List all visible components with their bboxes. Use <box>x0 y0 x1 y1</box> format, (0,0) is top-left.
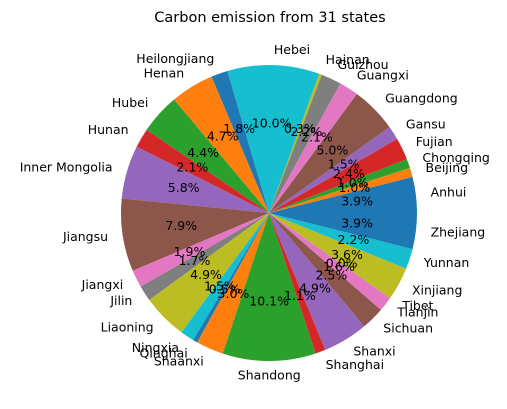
slice-label-shandong: Shandong <box>238 367 301 382</box>
pie-slice-henan <box>174 76 269 213</box>
pie-slice-hebei <box>227 65 320 213</box>
slice-label-sichuan: Sichuan <box>383 320 433 335</box>
pie-slice-hainan <box>269 73 322 213</box>
pie-slices <box>121 65 417 361</box>
slice-percent-tibet: 0.0% <box>326 256 358 271</box>
pie-slice-jiangxi <box>132 213 269 287</box>
slice-label-fujian: Fujian <box>416 134 453 149</box>
slice-percent-beijing: 1.0% <box>339 180 371 195</box>
pie-slice-heilongjiang <box>211 71 269 213</box>
pie-slice-chongqing <box>269 159 410 213</box>
slice-percent-hebei: 10.0% <box>252 116 292 131</box>
pie-slice-sichuan <box>269 213 381 327</box>
chart-title: Carbon emission from 31 states <box>154 10 385 26</box>
slice-percent-anhui: 3.9% <box>341 194 373 209</box>
slice-percent-shanxi: 4.9% <box>299 280 331 295</box>
pie-slice-tianjin <box>269 213 391 310</box>
slice-label-tibet: Tibet <box>401 298 433 313</box>
slice-percent-jiangsu: 7.9% <box>165 218 197 233</box>
slice-percent-fujian: 2.4% <box>333 166 365 181</box>
pie-slice-shaanxi <box>197 213 269 354</box>
slice-label-shaanxi: Shaanxi <box>154 354 204 369</box>
slice-label-xinjiang: Xinjiang <box>412 282 462 297</box>
slice-percent-shandong: 10.1% <box>249 293 289 308</box>
slice-label-guangxi: Guangxi <box>357 67 409 82</box>
slice-percent-henan: 4.7% <box>207 129 239 144</box>
pie-slice-shanghai <box>269 213 326 354</box>
pie-slice-shanxi <box>269 213 365 350</box>
pie-slice-ningxia <box>181 213 269 341</box>
slice-label-tianjin: Tianjin <box>396 305 438 320</box>
pie-slice-beijing <box>269 167 413 213</box>
slice-label-jiangxi: Jiangxi <box>81 277 124 292</box>
slice-percent-zhejiang: 3.9% <box>341 215 373 230</box>
pie-slice-qinghai <box>193 213 269 343</box>
slice-label-hainan: Hainan <box>326 52 370 67</box>
slice-percent-sichuan: 2.5% <box>315 268 347 283</box>
pie-slice-jilin <box>140 213 269 300</box>
slice-percent-inner-mongolia: 5.8% <box>168 180 200 195</box>
slice-label-qinghai: Qinghai <box>140 346 188 361</box>
slice-percent-guangxi: 2.1% <box>301 130 333 145</box>
slice-percent-heilongjiang: 1.8% <box>223 121 255 136</box>
slice-label-ningxia: Ningxia <box>132 340 179 355</box>
slice-percent-liaoning: 4.9% <box>190 267 222 282</box>
slice-label-guizhou: Guizhou <box>337 57 388 72</box>
pie-slice-fujian <box>269 138 407 213</box>
slice-percent-chongqing: 1.0% <box>337 175 369 190</box>
pie-slice-anhui <box>269 176 417 213</box>
slice-label-hunan: Hunan <box>88 122 129 137</box>
pie-slice-jiangsu <box>121 198 269 271</box>
slice-percent-jiangxi: 1.9% <box>174 244 206 259</box>
slice-percent-guangdong: 5.0% <box>316 142 348 157</box>
slice-label-anhui: Anhui <box>431 185 467 200</box>
slice-percent-jilin: 1.7% <box>179 253 211 268</box>
slice-label-beijing: Beijing <box>426 160 469 175</box>
slice-label-gansu: Gansu <box>406 116 446 131</box>
slice-percent-yunnan: 2.2% <box>338 232 370 247</box>
slice-label-hebei: Hebei <box>274 42 310 57</box>
pie-slice-guangxi <box>269 83 357 213</box>
slice-label-zhejiang: Zhejiang <box>431 224 486 239</box>
slice-percent-qinghai: 0.5% <box>209 281 241 296</box>
pie-slice-gansu <box>269 127 398 213</box>
pie-slice-hunan <box>136 129 269 213</box>
slice-percent-hubei: 4.4% <box>187 145 219 160</box>
pie-slice-shandong <box>222 213 316 361</box>
slice-percent-hunan: 2.1% <box>177 160 209 175</box>
pie-slice-zhejiang <box>269 213 417 250</box>
pie-slice-guangdong <box>269 93 390 213</box>
slice-label-guangdong: Guangdong <box>385 90 458 105</box>
slice-percent-tianjin: 1.6% <box>323 259 355 274</box>
slice-percent-ningxia: 1.5% <box>204 278 236 293</box>
slice-label-jiangsu: Jiangsu <box>62 229 108 244</box>
slice-percent-shanghai: 1.1% <box>284 288 316 303</box>
pie-slice-yunnan <box>269 213 413 269</box>
pie-slice-inner-mongolia <box>121 146 269 213</box>
slice-label-chongqing: Chongqing <box>422 150 489 165</box>
slice-percent-shaanxi: 3.0% <box>218 286 250 301</box>
slice-percent-hainan: 0.3% <box>284 121 316 136</box>
slice-label-hubei: Hubei <box>112 95 148 110</box>
slice-percent-xinjiang: 3.6% <box>331 247 363 262</box>
slice-label-shanghai: Shanghai <box>326 357 384 372</box>
slice-percent-gansu: 1.5% <box>328 156 360 171</box>
slice-percent-guizhou: 2.2% <box>290 124 322 139</box>
slice-label-shanxi: Shanxi <box>353 344 395 359</box>
slice-label-inner-mongolia: Inner Mongolia <box>20 159 113 174</box>
pie-slice-liaoning <box>149 213 269 333</box>
slice-label-henan: Henan <box>144 66 185 81</box>
pie-percent-labels: 3.9%1.0%1.0%2.4%1.5%5.0%2.1%2.2%0.3%10.0… <box>165 116 373 309</box>
slice-label-heilongjiang: Heilongjiang <box>136 51 214 66</box>
slice-label-yunnan: Yunnan <box>423 255 470 270</box>
pie-slice-guizhou <box>269 74 341 214</box>
slice-label-liaoning: Liaoning <box>101 319 154 334</box>
slice-label-jilin: Jilin <box>109 293 132 308</box>
pie-slice-hubei <box>146 99 269 213</box>
pie-slice-xinjiang <box>269 213 407 299</box>
